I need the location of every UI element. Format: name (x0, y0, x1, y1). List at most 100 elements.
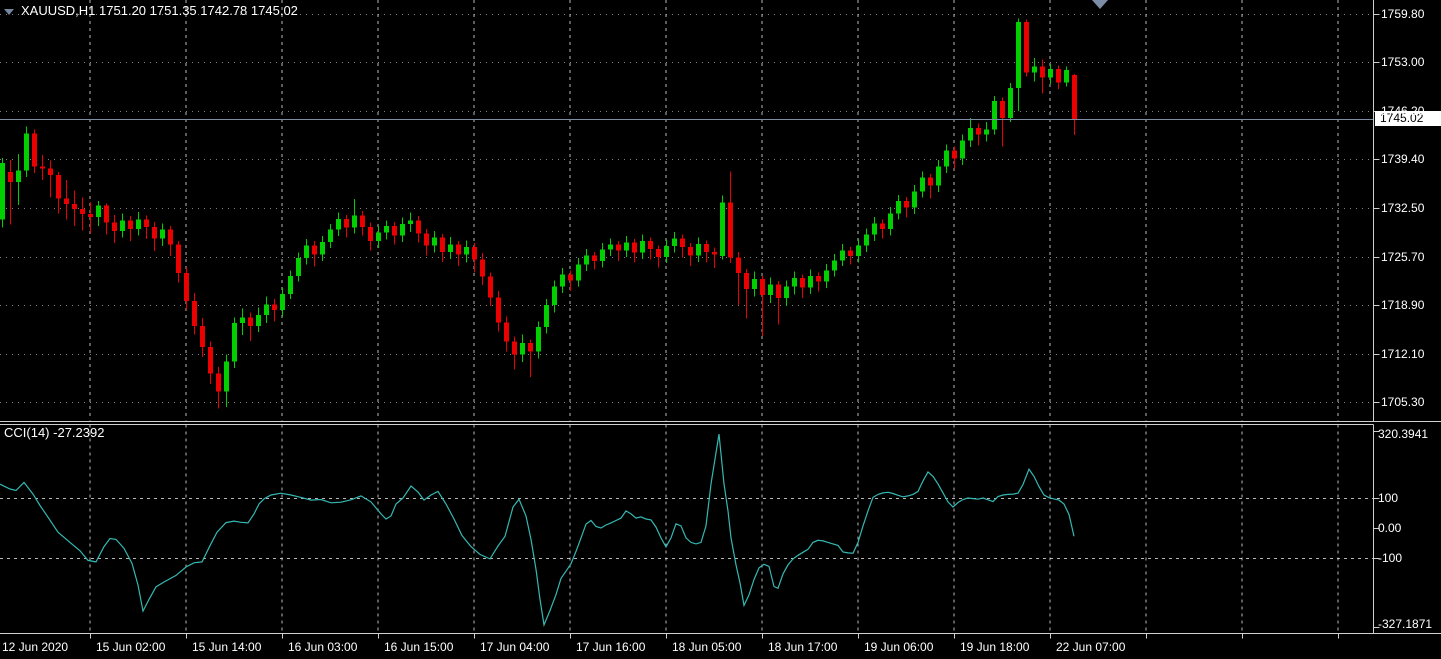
candle-body (176, 244, 181, 274)
candle-body (1040, 66, 1045, 78)
time-axis-label: 22 Jun 07:00 (1056, 640, 1126, 654)
price-axis-label: 1712.10 (1381, 347, 1425, 361)
cci-axis-label: -100 (1378, 551, 1403, 565)
candle-body (464, 246, 469, 255)
candle-body (200, 325, 205, 348)
candle-body (344, 219, 349, 228)
candle-body (24, 133, 29, 171)
candle-body (656, 248, 661, 257)
candle-body (296, 258, 301, 276)
candle-body (552, 286, 557, 306)
candle-body (496, 297, 501, 323)
indicator-title: CCI(14) -27.2392 (4, 425, 104, 440)
time-axis-label: 19 Jun 06:00 (864, 640, 934, 654)
candle-body (288, 275, 293, 294)
candle-body (992, 100, 997, 130)
time-axis-label: 19 Jun 18:00 (960, 640, 1030, 654)
candle-body (1024, 21, 1029, 73)
candle-body (600, 249, 605, 262)
candle-body (240, 317, 245, 323)
low-value: 1742.78 (200, 3, 248, 18)
candle-body (144, 219, 149, 227)
current-price-tag: 1745.02 (1375, 111, 1441, 126)
candle-body (80, 209, 85, 215)
candle-body (208, 347, 213, 374)
candle-body (304, 245, 309, 259)
price-axis-label: 1746.20 (1381, 104, 1425, 118)
candle-body (56, 174, 61, 199)
candle-body (1016, 21, 1021, 89)
candle-body (400, 224, 405, 236)
candle-body (0, 162, 5, 220)
indicator-name: CCI(14) (4, 425, 50, 440)
candle-body (416, 220, 421, 234)
candle-body (920, 177, 925, 192)
open-value: 1751.20 (99, 3, 147, 18)
price-axis-label: 1705.30 (1381, 395, 1425, 409)
candle-body (64, 198, 69, 205)
candle-body (72, 204, 77, 210)
symbol-dropdown-icon[interactable] (4, 8, 14, 15)
candle-body (456, 244, 461, 255)
candle-body (632, 242, 637, 253)
candle-body (904, 201, 909, 208)
candle-body (248, 317, 253, 326)
candle-body (832, 260, 837, 271)
candle-body (472, 246, 477, 260)
time-axis-label: 15 Jun 02:00 (96, 640, 166, 654)
candle-body (672, 238, 677, 247)
candle-body (408, 220, 413, 225)
candle-body (576, 264, 581, 281)
candle-body (568, 274, 573, 281)
candle-body (520, 342, 525, 355)
candle-body (792, 278, 797, 287)
candle-body (16, 170, 21, 183)
candle-body (480, 259, 485, 277)
candle-body (736, 257, 741, 274)
candle-body (328, 229, 333, 242)
time-axis-label: 16 Jun 03:00 (288, 640, 358, 654)
candle-body (984, 129, 989, 135)
candle-body (624, 242, 629, 251)
cci-axis-label: 100 (1378, 491, 1399, 505)
candle-body (120, 220, 125, 232)
candle-body (384, 226, 389, 233)
candle-body (184, 273, 189, 301)
candle-body (448, 244, 453, 252)
candle-body (840, 250, 845, 261)
candle-body (104, 205, 109, 223)
time-axis-label: 17 Jun 16:00 (576, 640, 646, 654)
candle-body (752, 278, 757, 289)
time-axis-label: 18 Jun 05:00 (672, 640, 742, 654)
ohlc-info-bar: XAUUSD,H1 1751.20 1751.35 1742.78 1745.0… (4, 3, 298, 18)
candle-body (800, 278, 805, 288)
candle-body (704, 243, 709, 252)
candle-body (784, 286, 789, 299)
candle-body (640, 241, 645, 253)
price-axis-label: 1732.50 (1381, 201, 1425, 215)
candle-body (760, 278, 765, 296)
candle-body (936, 166, 941, 186)
candle-body (976, 127, 981, 135)
cci-axis-max-label: 320.3941 (1378, 427, 1429, 441)
price-axis-label: 1718.90 (1381, 298, 1425, 312)
candle-body (968, 127, 973, 141)
candle-body (824, 270, 829, 282)
candle-body (616, 244, 621, 251)
candle-body (440, 237, 445, 252)
candle-body (432, 237, 437, 246)
candle-body (856, 245, 861, 257)
candle-body (888, 213, 893, 230)
candle-body (768, 284, 773, 296)
candle-body (160, 229, 165, 239)
candle-body (696, 243, 701, 256)
candle-body (848, 250, 853, 257)
chart-shift-marker-icon[interactable] (1092, 0, 1108, 9)
candle-body (504, 322, 509, 342)
high-value: 1751.35 (149, 3, 197, 18)
price-axis-label: 1759.80 (1381, 7, 1425, 21)
candle-body (896, 201, 901, 214)
candle-body (944, 150, 949, 167)
candle-body (592, 255, 597, 262)
